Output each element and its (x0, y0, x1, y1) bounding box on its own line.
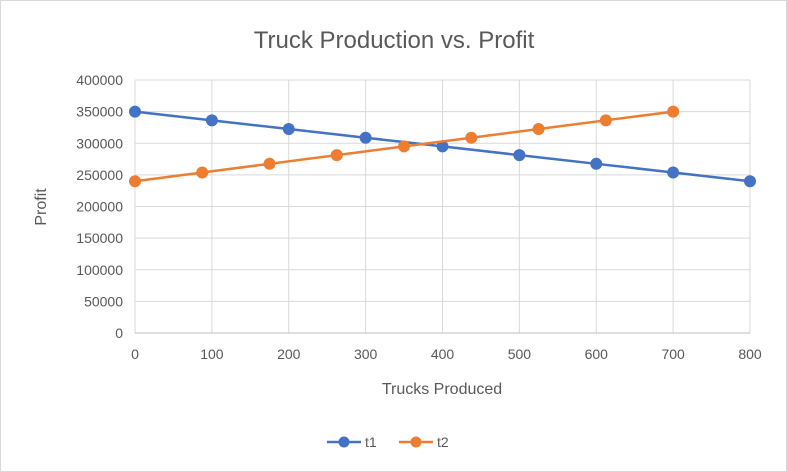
x-tick-label: 300 (354, 346, 378, 362)
legend-label-t2: t2 (437, 434, 449, 450)
data-point-t2 (398, 140, 411, 153)
legend: t1 t2 (327, 434, 449, 450)
y-tick-label: 300000 (76, 135, 123, 151)
data-point-t2 (196, 166, 209, 179)
data-point-t2 (667, 105, 680, 118)
data-point-t1 (359, 131, 372, 144)
x-tick-label: 600 (585, 346, 609, 362)
data-point-t1 (667, 166, 680, 179)
data-point-t1 (205, 114, 218, 127)
data-point-t2 (129, 175, 141, 188)
y-tick-label: 200000 (76, 199, 123, 215)
y-tick-label: 250000 (76, 167, 123, 183)
x-tick-label: 500 (508, 346, 532, 362)
data-point-t1 (513, 149, 526, 162)
data-point-t2 (532, 123, 545, 136)
y-tick-label: 350000 (76, 104, 123, 120)
y-tick-label: 50000 (84, 293, 123, 309)
y-tick-label: 400000 (76, 72, 123, 88)
y-tick-label: 150000 (76, 230, 123, 246)
data-point-t2 (263, 157, 276, 170)
data-point-t1 (129, 105, 141, 118)
y-axis-title: Profit (33, 188, 50, 226)
data-point-t2 (330, 149, 343, 162)
data-point-t1 (590, 157, 603, 170)
y-tick-label: 100000 (76, 262, 123, 278)
x-tick-label: 0 (131, 346, 139, 362)
x-tick-label: 800 (738, 346, 762, 362)
data-point-t2 (465, 131, 478, 144)
x-tick-label: 700 (661, 346, 685, 362)
data-point-t1 (282, 123, 295, 136)
x-tick-label: 100 (200, 346, 224, 362)
legend-label-t1: t1 (365, 434, 377, 450)
y-tick-label: 0 (115, 325, 123, 341)
series-layer (129, 105, 756, 188)
chart-title: Truck Production vs. Profit (254, 27, 535, 54)
x-tick-label: 400 (431, 346, 455, 362)
data-point-t2 (599, 114, 612, 127)
legend-marker-t2 (410, 436, 422, 448)
legend-marker-t1 (338, 436, 350, 448)
x-tick-label: 200 (277, 346, 301, 362)
x-axis-title: Trucks Produced (382, 381, 502, 398)
gridlines (134, 79, 751, 334)
data-point-t1 (744, 175, 756, 188)
tick-labels: 0 50000 100000 150000 200000 250000 300000 3500… (76, 72, 762, 362)
